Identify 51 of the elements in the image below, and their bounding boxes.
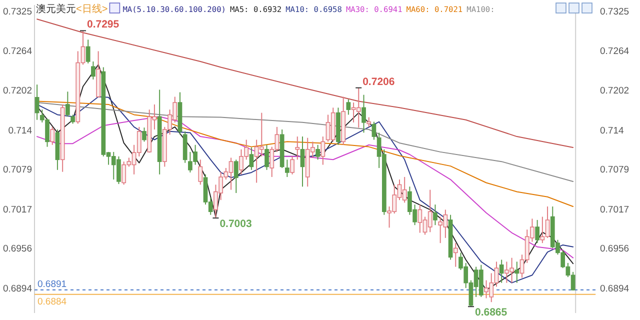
y-tick-label: 0.7202 bbox=[2, 86, 32, 97]
candlestick bbox=[433, 204, 438, 226]
candlestick bbox=[320, 136, 326, 166]
y2-tick-label: 0.7079 bbox=[600, 164, 630, 176]
ref-line-label: 0.6884 bbox=[38, 296, 67, 308]
candlestick bbox=[535, 219, 540, 244]
line-series bbox=[36, 18, 574, 148]
annotation: 0.6865 bbox=[475, 306, 508, 319]
y-tick-label: 0.7017 bbox=[2, 204, 32, 216]
y2-tick-label: 0.7017 bbox=[600, 204, 630, 216]
annotation: 0.7206 bbox=[362, 76, 395, 88]
ref-line-label: 0.6891 bbox=[38, 278, 67, 290]
candlestick bbox=[86, 39, 90, 64]
candlestick bbox=[142, 127, 146, 142]
y2-tick-label: 0.7264 bbox=[600, 46, 630, 57]
annotation: 0.7295 bbox=[87, 18, 120, 31]
line-series bbox=[36, 116, 574, 258]
candlestick bbox=[346, 98, 351, 116]
candlestick bbox=[290, 156, 294, 175]
y2-tick-label: 0.6956 bbox=[600, 244, 630, 255]
candlestick bbox=[300, 136, 305, 188]
candlestick bbox=[316, 144, 320, 160]
candlestick bbox=[453, 242, 458, 268]
chart-title: 澳元美元 bbox=[36, 3, 76, 15]
y2-tick-label: 0.6894 bbox=[600, 283, 630, 294]
y-tick-label: 0.6894 bbox=[2, 283, 32, 294]
candlestick bbox=[372, 121, 376, 140]
candlestick bbox=[264, 144, 269, 170]
y2-tick-label: 0.7202 bbox=[600, 86, 630, 97]
chart-subtitle: <日线> bbox=[76, 3, 108, 15]
y-tick-label: 0.714 bbox=[8, 125, 32, 136]
candlestick bbox=[91, 60, 96, 80]
candlestick bbox=[362, 94, 366, 134]
candlestick bbox=[34, 84, 40, 120]
y2-tick-label: 0.714 bbox=[600, 125, 624, 136]
y-tick-label: 0.7264 bbox=[2, 46, 32, 57]
y-tick-label: 0.7079 bbox=[2, 164, 32, 176]
candlestick bbox=[65, 91, 70, 118]
y-tick-label: 0.6956 bbox=[2, 244, 32, 255]
candlestick bbox=[366, 116, 372, 128]
candlestick bbox=[295, 136, 300, 160]
y-tick-label: 0.7325 bbox=[2, 6, 32, 18]
candlestick bbox=[285, 159, 290, 178]
y2-tick-label: 0.7325 bbox=[600, 6, 630, 18]
candlestick bbox=[499, 259, 504, 284]
candlestick bbox=[50, 126, 55, 146]
candlestick bbox=[198, 159, 203, 186]
candlestick bbox=[514, 261, 520, 284]
annotation: 0.7003 bbox=[220, 218, 252, 230]
candlestick bbox=[249, 146, 254, 170]
candlestick bbox=[234, 159, 238, 194]
